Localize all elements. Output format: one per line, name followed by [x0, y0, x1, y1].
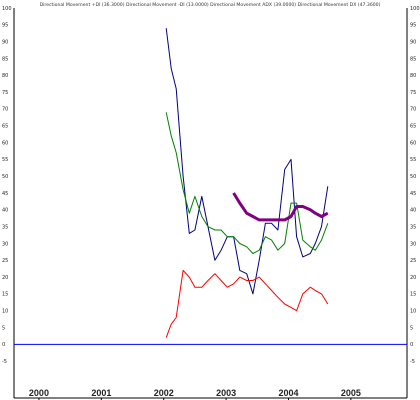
y-tick-label-left: 25 — [2, 258, 8, 264]
y-tick-label-left: 35 — [2, 224, 8, 230]
y-tick-label-left: 85 — [2, 56, 8, 62]
y-tick-label-right: 5 — [410, 325, 413, 331]
y-tick-label-left: 10 — [2, 309, 8, 315]
y-tick-label-right: 95 — [410, 23, 416, 29]
y-tick-label-left: 90 — [2, 39, 8, 45]
y-tick-label-left: 0 — [2, 342, 5, 348]
title-dx: Directional Movement DX (47.3600) — [298, 2, 381, 8]
y-tick-label-left: 75 — [2, 90, 8, 96]
y-axis-right: 1009590858075706560555045403530252015105… — [410, 6, 420, 365]
x-tick-label: 2002 — [154, 388, 174, 398]
y-tick-label-left: 45 — [2, 191, 8, 197]
x-tick-label: 2003 — [216, 388, 236, 398]
y-tick-label-left: -5 — [2, 359, 7, 365]
y-tick-label-right: -5 — [410, 359, 415, 365]
y-tick-label-left: 60 — [2, 140, 8, 146]
y-tick-label-right: 75 — [410, 90, 416, 96]
y-tick-label-left: 30 — [2, 241, 8, 247]
y-tick-label-left: 15 — [2, 292, 8, 298]
y-tick-label-right: 100 — [410, 6, 420, 12]
y-tick-label-right: 20 — [410, 275, 416, 281]
x-tick-label: 2004 — [278, 388, 298, 398]
y-tick-label-right: 0 — [410, 342, 413, 348]
y-tick-label-left: 95 — [2, 23, 8, 29]
series-group — [165, 28, 329, 338]
series-line-adx — [232, 192, 329, 222]
y-tick-label-right: 60 — [410, 140, 416, 146]
y-tick-label-left: 55 — [2, 157, 8, 163]
chart-axes — [13, 8, 408, 399]
y-tick-label-left: 80 — [2, 73, 8, 79]
y-tick-label-right: 70 — [410, 107, 416, 113]
chart-title: Directional Movement +DI (36.3000) Direc… — [40, 2, 381, 8]
y-tick-label-left: 5 — [2, 325, 5, 331]
y-tick-label-left: 50 — [2, 174, 8, 180]
y-tick-label-right: 45 — [410, 191, 416, 197]
y-tick-label-right: 15 — [410, 292, 416, 298]
y-tick-label-right: 40 — [410, 208, 416, 214]
y-tick-label-right: 30 — [410, 241, 416, 247]
y-tick-label-right: 85 — [410, 56, 416, 62]
x-tick-label: 2000 — [29, 388, 49, 398]
y-axis-left: 1009590858075706560555045403530252015105… — [2, 6, 12, 365]
y-tick-label-right: 35 — [410, 224, 416, 230]
y-tick-label-left: 20 — [2, 275, 8, 281]
y-tick-label-left: 40 — [2, 208, 8, 214]
y-tick-label-right: 90 — [410, 39, 416, 45]
x-tick-label: 2005 — [341, 388, 361, 398]
y-tick-label-right: 55 — [410, 157, 416, 163]
y-tick-label-left: 100 — [2, 6, 12, 12]
y-tick-label-right: 10 — [410, 309, 416, 315]
y-tick-label-right: 50 — [410, 174, 416, 180]
title-minus-di: Directional Movement -DI (13.0000) — [126, 2, 209, 8]
y-tick-label-right: 25 — [410, 258, 416, 264]
series-line-plus-di — [165, 112, 329, 254]
series-line-dx — [165, 28, 329, 295]
y-tick-label-left: 70 — [2, 107, 8, 113]
y-tick-label-left: 65 — [2, 124, 8, 130]
y-tick-label-right: 65 — [410, 124, 416, 130]
series-line-minus-di — [165, 269, 329, 338]
x-tick-label: 2001 — [91, 388, 111, 398]
title-plus-di: Directional Movement +DI (36.3000) — [40, 2, 125, 8]
title-adx: Directional Movement ADX (39.0000) — [210, 2, 296, 8]
y-tick-label-right: 80 — [410, 73, 416, 79]
